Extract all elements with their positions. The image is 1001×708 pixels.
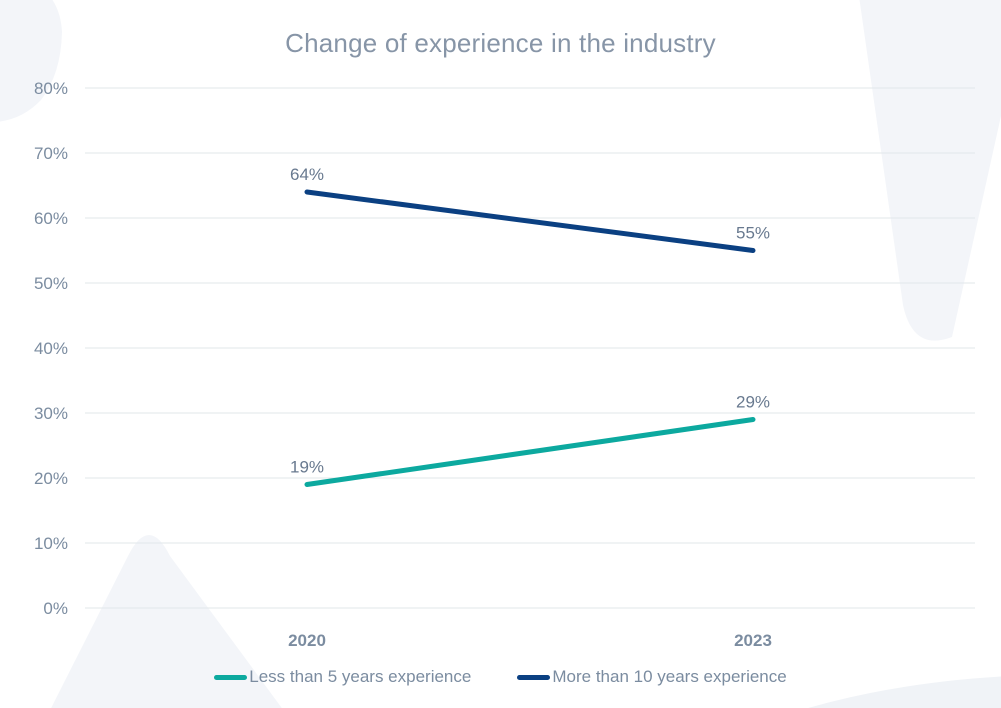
legend-swatch-less-than-5-years	[214, 674, 248, 680]
legend-label-less-than-5-years: Less than 5 years experience	[249, 667, 472, 686]
data-label: 19%	[290, 458, 324, 477]
legend-item-more-than-10-years: More than 10 years experience	[517, 666, 787, 688]
y-tick-label-60: 60%	[34, 209, 68, 228]
y-tick-label-80: 80%	[34, 79, 68, 98]
background-shape-bottom-left	[51, 535, 282, 708]
background-shape-top-left	[0, 0, 62, 122]
legend-item-less-than-5-years: Less than 5 years experience	[214, 666, 471, 688]
x-tick-label-2023: 2023	[734, 631, 772, 650]
y-tick-label-20: 20%	[34, 469, 68, 488]
background-shape-bottom-right	[808, 676, 1001, 708]
y-tick-label-10: 10%	[34, 534, 68, 553]
data-label: 29%	[736, 393, 770, 412]
chart-title: Change of experience in the industry	[285, 28, 716, 58]
y-tick-label-0: 0%	[43, 599, 68, 618]
legend-swatch-more-than-10-years	[517, 674, 551, 680]
y-tick-label-70: 70%	[34, 144, 68, 163]
series-line	[304, 189, 756, 253]
series-line	[304, 417, 756, 487]
y-tick-label-30: 30%	[34, 404, 68, 423]
y-tick-label-50: 50%	[34, 274, 68, 293]
legend-label-more-than-10-years: More than 10 years experience	[552, 667, 787, 686]
background-shape-top-right	[859, 0, 1001, 341]
x-tick-label-2020: 2020	[288, 631, 326, 650]
chart-legend: Less than 5 years experience More than 1…	[0, 666, 1001, 688]
y-tick-label-40: 40%	[34, 339, 68, 358]
data-label: 64%	[290, 165, 324, 184]
data-label: 55%	[736, 224, 770, 243]
